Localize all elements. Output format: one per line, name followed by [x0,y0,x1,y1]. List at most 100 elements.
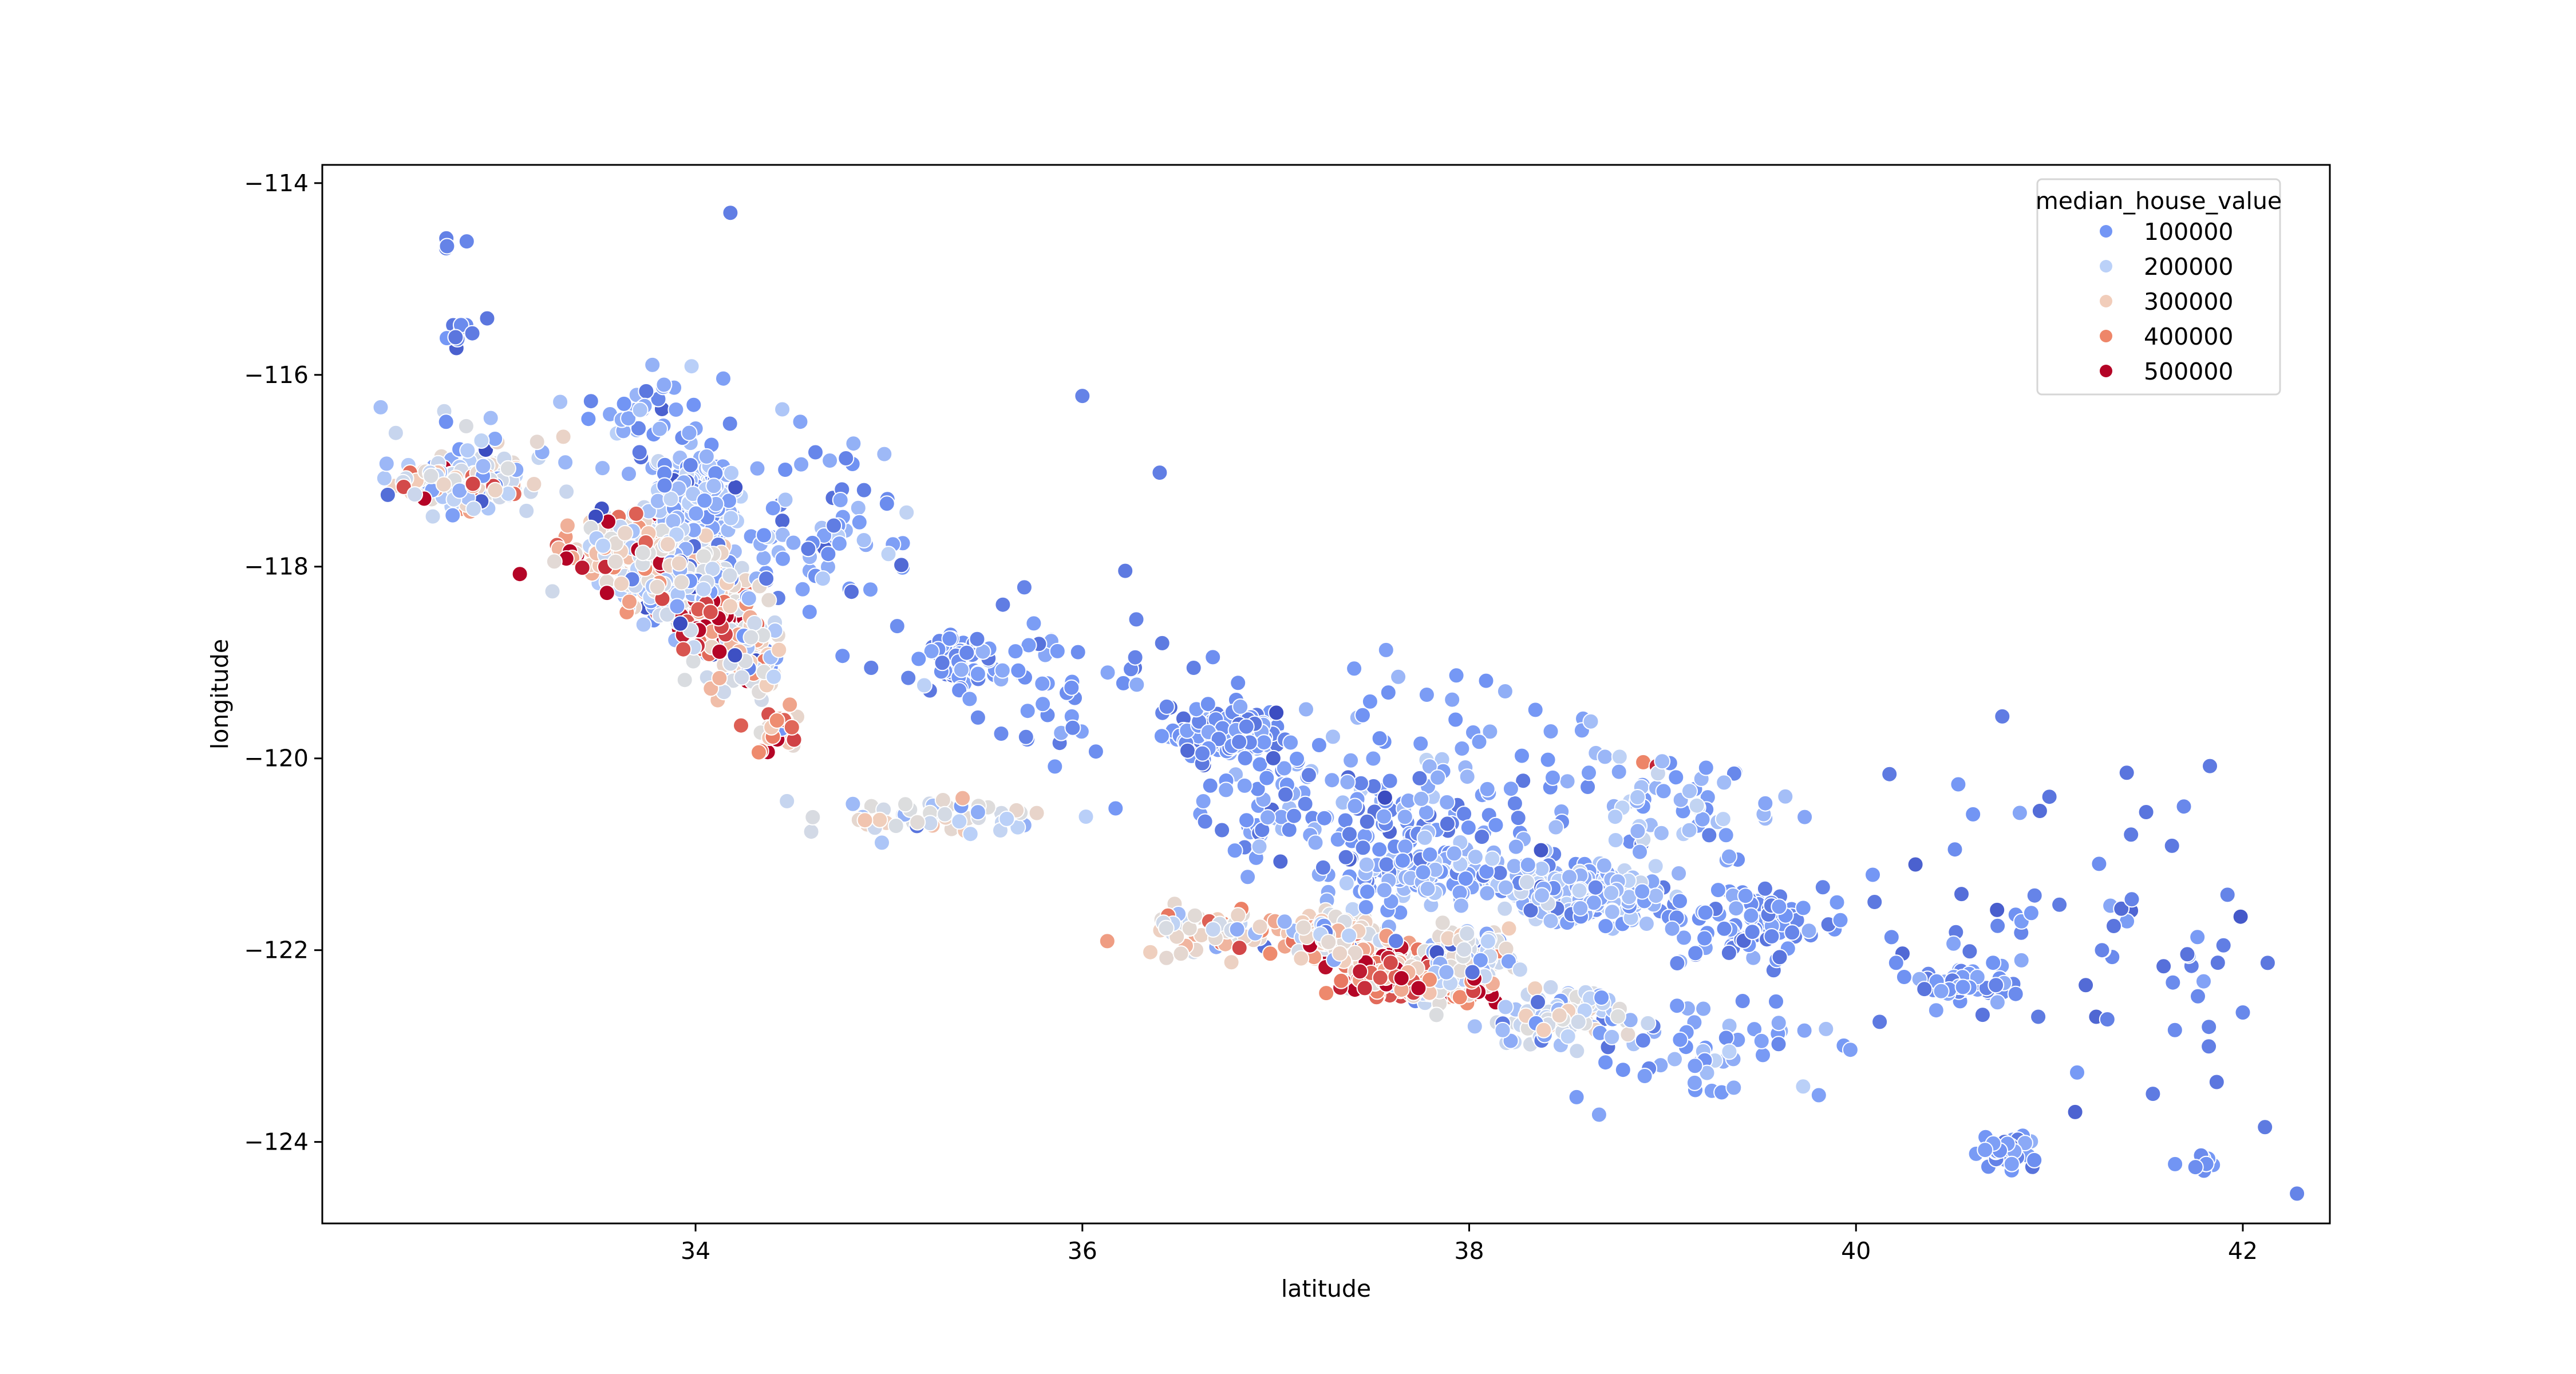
data-point [1238,718,1255,735]
data-point [1672,893,1688,910]
legend-marker-icon [2100,260,2112,273]
data-point [1251,756,1269,773]
data-point [2007,985,2024,1002]
data-point [1438,964,1455,981]
data-point [2208,1073,2225,1091]
data-point [1358,856,1375,873]
data-point [1300,767,1317,784]
data-point [2022,905,2040,922]
y-axis-label: longitude [206,639,234,749]
data-point [807,444,824,461]
data-point [1619,1026,1637,1043]
data-point [696,492,713,509]
data-point [621,465,637,483]
data-point [1272,853,1289,870]
data-point [1025,615,1042,632]
data-point [1459,768,1476,785]
data-point [726,647,744,664]
data-point [831,535,848,552]
data-point [1381,772,1398,789]
data-point [2113,900,2130,917]
data-point [722,510,740,527]
data-point [1629,823,1646,840]
data-point [1487,816,1504,834]
data-point [1636,1068,1653,1084]
data-point [2105,918,2122,934]
data-point [1590,1106,1607,1123]
data-point [1376,808,1393,825]
data-point [1127,649,1144,666]
data-point [1077,808,1095,825]
data-point [837,450,855,467]
data-point [1358,813,1376,830]
data-point [435,476,452,493]
data-point [594,460,611,477]
data-point [1238,812,1255,829]
data-point [464,325,481,342]
data-point [1895,969,1913,985]
data-point [685,396,702,413]
data-point [1277,786,1294,803]
data-point [934,792,951,808]
data-point [832,492,849,508]
data-point [874,834,890,851]
data-point [1231,733,1248,751]
data-point [1832,911,1849,929]
data-point [1610,763,1627,780]
y-tick-label: −118 [244,553,309,581]
data-point [820,546,837,563]
data-point [1310,737,1327,753]
data-point [670,555,688,572]
data-point [1796,808,1814,826]
y-tick-label: −124 [244,1128,309,1156]
data-point [900,669,917,686]
data-point [1325,728,1341,745]
data-point [649,578,666,595]
data-point [1346,660,1363,677]
data-point [1064,719,1081,736]
legend-marker-icon [2100,365,2112,377]
data-point [1228,921,1246,938]
data-point [479,310,496,327]
legend-label: 200000 [2144,253,2234,281]
y-tick-label: −120 [244,745,309,772]
data-point [897,796,914,813]
data-point [1444,691,1461,708]
data-point [1559,773,1576,790]
data-point [1818,1020,1835,1037]
data-point [518,502,535,519]
data-point [1378,856,1395,873]
data-point [1157,919,1175,937]
data-point [771,641,788,658]
data-point [638,382,655,400]
data-point [555,428,572,445]
data-point [1439,815,1456,832]
data-point [631,444,648,461]
data-point [843,583,860,601]
data-point [1320,934,1337,950]
data-point [825,517,843,534]
data-point [801,603,818,621]
data-point [1688,797,1705,814]
data-point [1777,788,1794,805]
data-point [1570,1013,1587,1030]
data-point [1542,913,1559,930]
data-point [1286,807,1302,824]
data-point [1989,994,2006,1011]
data-point [1603,885,1620,902]
data-point [1744,923,1761,941]
data-point [750,744,767,761]
data-point [1418,686,1435,703]
data-point [1629,789,1646,806]
data-point [804,808,821,826]
data-point [910,650,927,668]
data-point [1337,848,1354,866]
data-point [711,670,728,686]
data-point [1230,907,1247,924]
data-point [1255,734,1273,751]
data-point [785,534,802,551]
data-point [951,813,968,830]
data-point [669,598,686,615]
data-point [1511,961,1528,978]
data-point [1994,708,2011,725]
